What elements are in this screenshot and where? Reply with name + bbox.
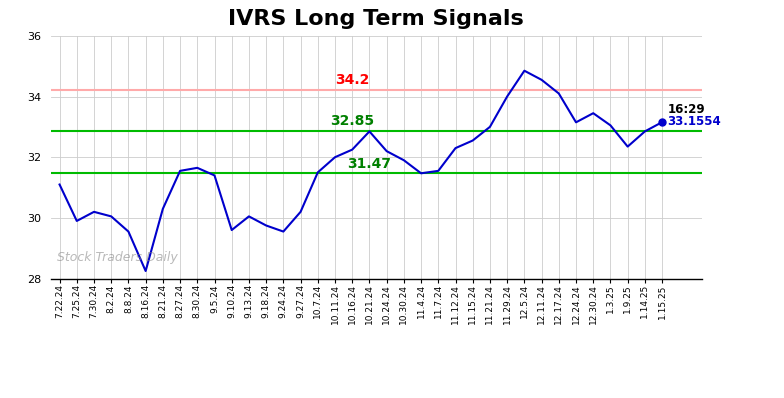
Text: 31.47: 31.47 <box>347 157 391 171</box>
Text: 16:29: 16:29 <box>667 103 705 116</box>
Text: 34.2: 34.2 <box>335 73 369 87</box>
Point <box>655 119 668 125</box>
Text: Stock Traders Daily: Stock Traders Daily <box>57 251 178 264</box>
Text: 32.85: 32.85 <box>330 114 374 128</box>
Title: IVRS Long Term Signals: IVRS Long Term Signals <box>228 9 524 29</box>
Text: 33.1554: 33.1554 <box>667 115 721 128</box>
